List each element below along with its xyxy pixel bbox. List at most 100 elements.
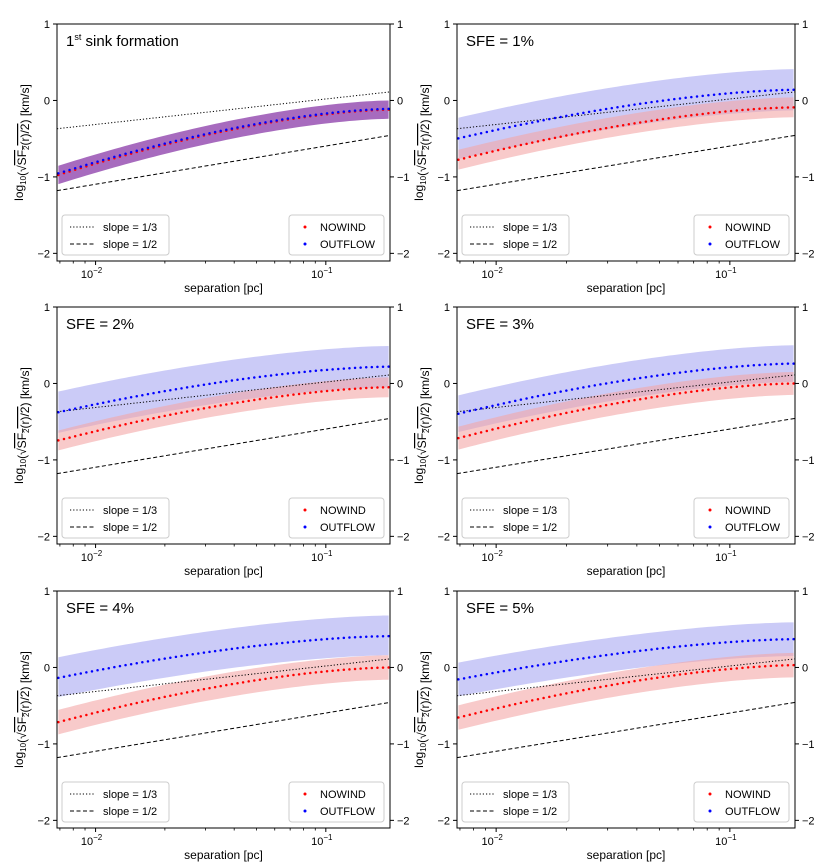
point-outflow — [57, 410, 60, 414]
point-outflow — [129, 151, 133, 154]
point-outflow — [325, 112, 329, 115]
point-outflow — [610, 106, 614, 110]
point-outflow — [752, 364, 756, 367]
point-outflow — [763, 638, 767, 642]
point-outflow — [582, 111, 585, 115]
panel-title: SFE = 5% — [466, 600, 534, 617]
legend-label: slope = 1/3 — [503, 789, 557, 801]
point-nowind — [508, 146, 511, 149]
ytick-label-right: 1 — [802, 586, 808, 598]
point-nowind — [496, 148, 500, 152]
ylabel-5: log10(√SF2(r)/2) [km/s] — [412, 651, 432, 768]
ylabel-part: 2 — [22, 712, 31, 717]
point-nowind — [712, 387, 716, 391]
band-nowind — [58, 100, 389, 185]
point-outflow — [325, 368, 329, 372]
point-outflow — [559, 115, 562, 119]
ref-line-slope-1-3 — [57, 91, 390, 130]
point-outflow — [462, 677, 466, 680]
point-nowind — [650, 396, 653, 399]
ytick-label-left: 0 — [44, 662, 50, 674]
point-nowind — [331, 389, 334, 392]
point-outflow — [90, 670, 94, 673]
point-outflow — [593, 655, 597, 658]
band-outflow — [58, 615, 389, 697]
legend-label: slope = 1/2 — [503, 806, 557, 818]
legend-box — [288, 781, 385, 823]
legend-label: slope = 1/2 — [503, 522, 557, 534]
point-nowind — [359, 667, 362, 670]
point-nowind — [197, 688, 200, 692]
point-outflow — [197, 384, 200, 387]
point-outflow — [185, 653, 189, 657]
point-nowind — [559, 135, 562, 138]
point-nowind — [474, 712, 477, 715]
point-nowind — [462, 157, 466, 160]
point-nowind — [655, 118, 659, 122]
point-outflow — [570, 388, 574, 391]
point-nowind — [353, 387, 357, 390]
point-outflow — [230, 379, 234, 382]
point-nowind — [336, 388, 340, 392]
point-nowind — [129, 702, 133, 706]
point-nowind — [701, 389, 704, 392]
point-nowind — [655, 395, 659, 398]
point-nowind — [610, 125, 614, 129]
point-nowind — [593, 406, 597, 409]
point-outflow — [599, 383, 602, 386]
point-outflow — [169, 388, 172, 392]
point-nowind — [599, 127, 602, 131]
point-outflow — [565, 659, 568, 663]
point-nowind — [587, 407, 591, 410]
point-nowind — [746, 108, 750, 111]
point-outflow — [107, 666, 111, 670]
xlabel: separation [pc] — [587, 848, 666, 862]
point-outflow — [508, 400, 511, 404]
xtick-base: 10 — [715, 836, 727, 848]
point-outflow — [695, 369, 699, 372]
point-outflow — [152, 391, 155, 395]
point-outflow — [758, 639, 761, 642]
ytick-label-right: −1 — [802, 739, 815, 751]
point-outflow — [513, 124, 517, 128]
point-outflow — [297, 115, 301, 119]
ytick-label-right: 0 — [802, 95, 808, 107]
point-outflow — [174, 139, 178, 143]
legend-box — [461, 781, 570, 823]
point-nowind — [763, 107, 767, 110]
point-nowind — [701, 670, 704, 674]
point-outflow — [197, 652, 200, 655]
ref-line-slope-1-3 — [57, 658, 390, 697]
point-outflow — [479, 673, 483, 677]
point-nowind — [565, 411, 568, 415]
xtick-base: 10 — [81, 836, 93, 848]
point-nowind — [152, 416, 155, 420]
point-nowind — [519, 143, 523, 147]
ylabel-part: log — [412, 752, 426, 768]
point-nowind — [297, 673, 301, 676]
point-outflow — [219, 129, 222, 133]
point-outflow — [174, 388, 178, 391]
point-nowind — [758, 107, 761, 111]
point-nowind — [479, 152, 483, 156]
point-outflow — [678, 97, 682, 100]
point-outflow — [780, 362, 784, 366]
ylabel-part: log — [12, 185, 26, 201]
point-outflow — [286, 641, 290, 644]
point-outflow — [342, 636, 346, 640]
point-outflow — [673, 97, 676, 101]
point-outflow — [62, 170, 66, 173]
point-nowind — [661, 394, 665, 397]
ytick-label-left: −1 — [437, 172, 450, 184]
point-outflow — [548, 392, 551, 396]
point-nowind — [718, 668, 721, 672]
legend-points: NOWIND OUTFLOW — [288, 781, 385, 823]
point-nowind — [146, 418, 150, 421]
point-outflow — [769, 89, 773, 92]
point-nowind — [712, 669, 716, 672]
point-nowind — [741, 108, 744, 112]
xtick-label: 10−1 — [715, 833, 737, 848]
point-outflow — [735, 640, 739, 643]
point-outflow — [548, 117, 551, 121]
point-nowind — [381, 386, 385, 389]
